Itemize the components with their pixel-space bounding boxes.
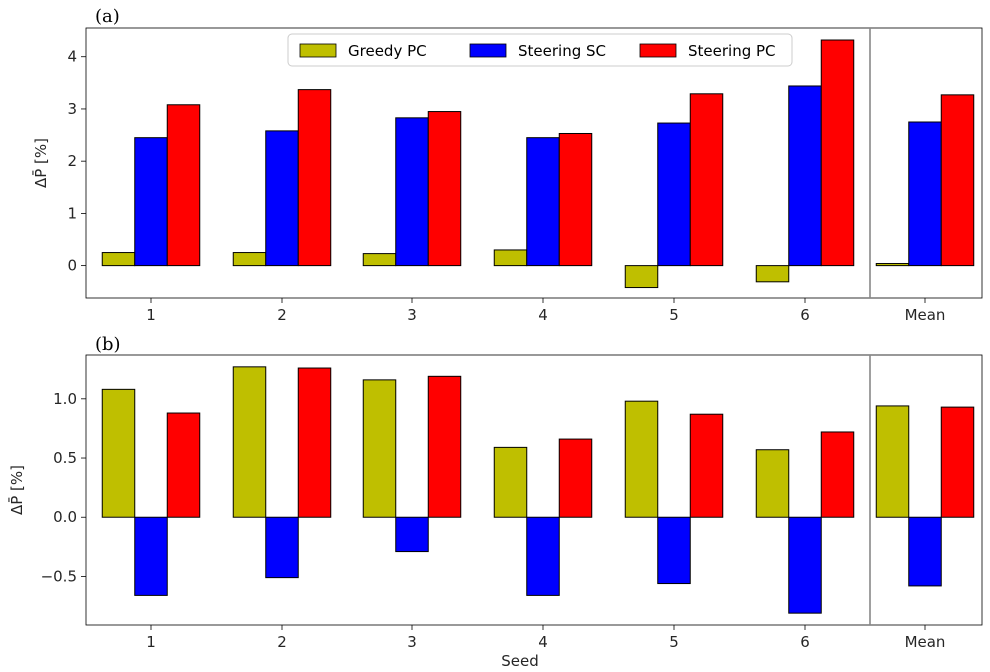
bar-steering-sc-4 <box>526 516 560 596</box>
x-tick-label: 1 <box>146 633 156 651</box>
panel-a-frame <box>85 27 983 299</box>
bar-steering-pc-1 <box>166 104 201 267</box>
bar-steering-pc-4 <box>558 438 593 518</box>
y-tick-label: −0.5 <box>41 567 77 585</box>
bar-greedy-pc-mean <box>875 263 910 267</box>
bar-steering-pc-6 <box>820 39 855 267</box>
bar-greedy-pc-mean <box>875 405 910 518</box>
bar-greedy-pc-3 <box>362 253 397 267</box>
bar-steering-sc-6 <box>788 85 822 267</box>
panel-b-bars <box>101 366 975 614</box>
bar-greedy-pc-6 <box>755 265 790 283</box>
y-tick-label: 4 <box>67 48 77 66</box>
bar-steering-pc-2 <box>297 367 332 518</box>
x-tick-label: 6 <box>800 633 810 651</box>
x-tick-label: 2 <box>277 306 287 324</box>
x-tick-label: 5 <box>669 633 679 651</box>
panel-a-ticks: 1 2 3 4 5 6 Mean 0 1 2 3 4 <box>67 48 945 324</box>
panel-a-label: (a) <box>95 6 120 27</box>
y-tick-label: 0.0 <box>53 508 77 526</box>
legend-label-greedy-pc: Greedy PC <box>348 42 427 60</box>
legend-label-steering-sc: Steering SC <box>518 42 606 60</box>
bar-steering-pc-3 <box>427 111 462 267</box>
bar-steering-pc-6 <box>820 431 855 518</box>
bar-greedy-pc-5 <box>624 265 659 289</box>
x-tick-label: 5 <box>669 306 679 324</box>
bar-greedy-pc-2 <box>232 252 267 267</box>
bar-steering-sc-4 <box>526 137 560 267</box>
bar-steering-sc-5 <box>657 516 691 585</box>
panel-a-ylabel: ΔP̄ [%] <box>31 138 50 188</box>
legend-swatch-steering-sc <box>469 43 507 58</box>
bar-steering-sc-mean <box>908 516 942 587</box>
legend: Greedy PC Steering SC Steering PC <box>287 33 793 67</box>
y-tick-label: 1.0 <box>53 390 77 408</box>
bar-steering-sc-6 <box>788 516 822 614</box>
bar-greedy-pc-2 <box>232 366 267 518</box>
panel-b-label: (b) <box>95 334 121 355</box>
y-tick-label: 2 <box>67 152 77 170</box>
bar-steering-pc-5 <box>689 413 724 518</box>
bar-steering-sc-2 <box>265 130 299 267</box>
bar-steering-sc-5 <box>657 122 691 267</box>
legend-box <box>287 33 793 67</box>
x-tick-label: 3 <box>407 633 417 651</box>
panel-b-xlabel: Seed <box>501 652 539 670</box>
legend-swatch-greedy-pc <box>299 43 337 58</box>
bar-steering-pc-4 <box>558 132 593 267</box>
panel-b: (b) 1 2 3 4 5 6 Mean −0.5 0.0 0.5 1.0 ΔP̄ [%] Seed <box>7 334 983 670</box>
bar-greedy-pc-1 <box>101 252 136 267</box>
bar-greedy-pc-5 <box>624 400 659 518</box>
x-tick-label: 1 <box>146 306 156 324</box>
bar-greedy-pc-6 <box>755 449 790 518</box>
bar-steering-pc-mean <box>940 94 975 267</box>
bar-steering-sc-1 <box>134 137 168 267</box>
bar-steering-sc-1 <box>134 516 168 596</box>
bar-greedy-pc-4 <box>493 249 528 267</box>
x-tick-label: Mean <box>905 306 946 324</box>
panel-a: (a) 1 2 3 4 5 6 Mean 0 1 2 3 4 ΔP̄ [%] Greedy PC Ste… <box>31 6 983 324</box>
y-tick-label: 0.5 <box>53 449 77 467</box>
y-tick-label: 0 <box>67 257 77 275</box>
x-tick-label: 4 <box>538 633 548 651</box>
bar-greedy-pc-4 <box>493 446 528 518</box>
bar-steering-pc-5 <box>689 93 724 267</box>
x-tick-label: 2 <box>277 633 287 651</box>
y-tick-label: 1 <box>67 204 77 222</box>
panel-a-bars <box>101 39 975 289</box>
bar-steering-sc-3 <box>395 516 429 553</box>
bar-steering-pc-mean <box>940 406 975 518</box>
x-tick-label: Mean <box>905 633 946 651</box>
x-tick-label: 4 <box>538 306 548 324</box>
legend-label-steering-pc: Steering PC <box>688 42 776 60</box>
y-tick-label: 3 <box>67 100 77 118</box>
panel-b-frame <box>85 354 983 626</box>
bar-steering-pc-1 <box>166 412 201 518</box>
bar-steering-pc-3 <box>427 375 462 518</box>
bar-steering-sc-2 <box>265 516 299 579</box>
x-tick-label: 6 <box>800 306 810 324</box>
bar-greedy-pc-3 <box>362 379 397 518</box>
bar-greedy-pc-1 <box>101 388 136 518</box>
legend-swatch-steering-pc <box>639 43 677 58</box>
x-tick-label: 3 <box>407 306 417 324</box>
bar-steering-pc-2 <box>297 89 332 267</box>
panel-b-ylabel: ΔP̄ [%] <box>7 465 26 515</box>
bar-steering-sc-3 <box>395 117 429 267</box>
panel-b-ticks: 1 2 3 4 5 6 Mean −0.5 0.0 0.5 1.0 <box>41 390 946 651</box>
bar-steering-sc-mean <box>908 121 942 267</box>
